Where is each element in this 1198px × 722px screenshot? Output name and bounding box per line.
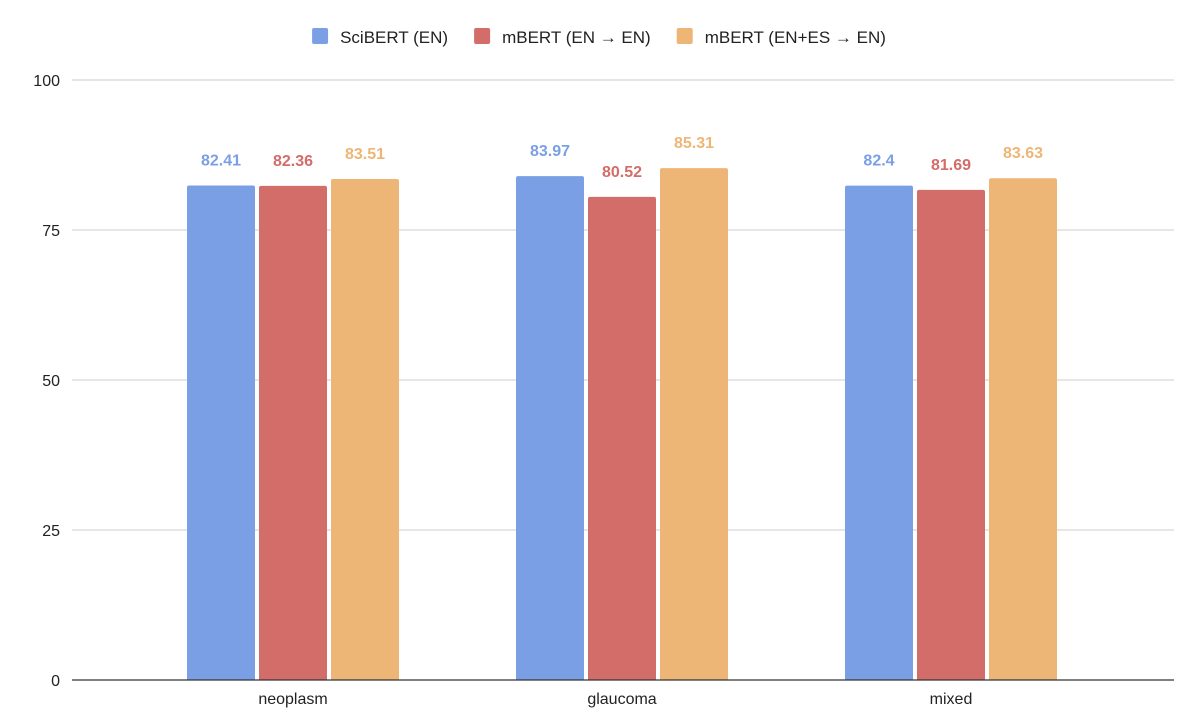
legend-label-0: SciBERT (EN) [340, 28, 448, 47]
data-label-glaucoma-series-0: 83.97 [530, 143, 570, 160]
legend: SciBERT (EN) mBERT (EN → EN) mBERT (EN+ES … [312, 28, 886, 47]
data-label-neoplasm-series-0: 82.41 [201, 153, 241, 170]
legend-label-2: mBERT (EN+ES → EN) [705, 28, 886, 47]
bar-glaucoma-series-0 [516, 176, 584, 680]
legend-item-1: mBERT (EN → EN) [474, 28, 651, 47]
y-tick-label-25: 25 [42, 523, 60, 540]
bar-glaucoma-series-2 [660, 168, 728, 680]
legend-item-0: SciBERT (EN) [312, 28, 448, 47]
bar-neoplasm-series-2 [331, 178, 399, 680]
legend-item-2: mBERT (EN+ES → EN) [676, 28, 886, 47]
bars [187, 168, 1057, 681]
legend-swatch-0 [312, 28, 329, 44]
legend-swatch-1 [474, 28, 491, 44]
bar-glaucoma-series-1 [588, 196, 656, 680]
x-tick-label-mixed: mixed [930, 691, 973, 708]
bar-neoplasm-series-1 [259, 185, 327, 680]
y-tick-label-0: 0 [51, 673, 60, 690]
bar-mixed-series-2 [989, 178, 1057, 680]
data-label-neoplasm-series-2: 83.51 [345, 146, 385, 163]
bar-mixed-series-1 [917, 189, 985, 681]
data-label-mixed-series-1: 81.69 [931, 157, 971, 174]
data-label-mixed-series-0: 82.4 [863, 153, 894, 170]
bar-mixed-series-0 [845, 185, 913, 680]
data-label-glaucoma-series-1: 80.52 [602, 164, 642, 181]
legend-label-1: mBERT (EN → EN) [502, 28, 651, 47]
data-label-mixed-series-2: 83.63 [1003, 145, 1043, 162]
data-label-neoplasm-series-1: 82.36 [273, 153, 313, 170]
x-tick-label-glaucoma: glaucoma [587, 691, 656, 708]
legend-swatch-2 [676, 28, 693, 44]
y-tick-label-50: 50 [42, 373, 60, 390]
axes: 0 25 50 75 100 neoplasm glaucoma mixed [33, 73, 1174, 708]
data-label-glaucoma-series-2: 85.31 [674, 135, 714, 152]
bar-neoplasm-series-0 [187, 185, 255, 681]
x-tick-label-neoplasm: neoplasm [258, 691, 327, 708]
y-tick-label-100: 100 [33, 73, 60, 90]
data-labels: 82.41 82.36 83.51 83.97 80.52 85.31 82.4 81.69 8… [201, 135, 1043, 181]
y-tick-label-75: 75 [42, 223, 60, 240]
